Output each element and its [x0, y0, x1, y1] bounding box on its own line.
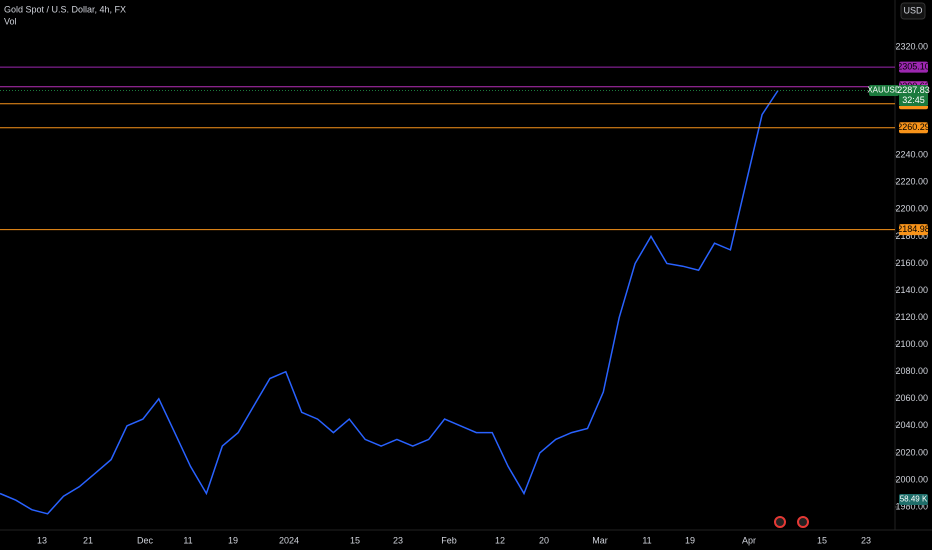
price-level-tag: [899, 224, 928, 236]
x-tick-label: 23: [861, 535, 871, 545]
price-level-label: 2184.98: [897, 224, 930, 234]
x-tick-label: Dec: [137, 535, 154, 545]
volume-tag: [899, 494, 928, 505]
x-tick-label: 11: [642, 535, 651, 545]
x-tick-label: 20: [539, 535, 549, 545]
volume-last-label: 58.49 K: [900, 495, 928, 504]
x-tick-label: 12: [495, 535, 505, 545]
last-price-tag: [899, 85, 928, 107]
y-tick-label: 2160.00: [895, 258, 928, 268]
event-icon[interactable]: [797, 516, 809, 528]
symbol-tag-label: XAUUSD: [867, 86, 901, 95]
price-level-tag: [899, 122, 928, 134]
x-tick-label: 13: [37, 535, 47, 545]
y-tick-label: 2000.00: [895, 474, 928, 484]
symbol-title: Gold Spot / U.S. Dollar, 4h, FX: [4, 4, 126, 14]
y-tick-label: 2120.00: [895, 312, 928, 322]
currency-button[interactable]: [900, 2, 926, 20]
y-tick-label: 2240.00: [895, 150, 928, 160]
x-tick-label: 23: [393, 535, 403, 545]
y-tick-label: 1980.00: [895, 501, 928, 511]
x-tick-label: Feb: [441, 535, 457, 545]
symbol-tag: [869, 85, 899, 97]
last-price-label: 2287.83: [897, 85, 930, 95]
y-tick-label: 2320.00: [895, 41, 928, 51]
x-tick-label: 11: [183, 535, 192, 545]
price-line: [0, 90, 779, 515]
event-icon[interactable]: [774, 516, 786, 528]
y-tick-label: 2200.00: [895, 204, 928, 214]
x-tick-label: 19: [685, 535, 695, 545]
x-tick-label: 21: [83, 535, 93, 545]
x-tick-label: 2024: [279, 535, 299, 545]
y-tick-label: 2040.00: [895, 420, 928, 430]
currency-label[interactable]: USD: [903, 5, 923, 15]
x-tick-label: 15: [350, 535, 360, 545]
y-tick-label: 2060.00: [895, 393, 928, 403]
y-tick-label: 2140.00: [895, 285, 928, 295]
countdown: 32:45: [902, 95, 925, 105]
volume-label: Vol: [4, 16, 17, 26]
y-tick-label: 2180.00: [895, 231, 928, 241]
y-tick-label: 2100.00: [895, 339, 928, 349]
y-tick-label: 2080.00: [895, 366, 928, 376]
x-tick-label: Apr: [742, 535, 756, 545]
x-tick-label: 15: [817, 535, 827, 545]
y-tick-label: 2220.00: [895, 177, 928, 187]
price-level-label: 2305.10: [897, 62, 930, 72]
x-tick-label: Mar: [592, 535, 608, 545]
y-tick-label: 2020.00: [895, 447, 928, 457]
price-level-tag: [899, 61, 928, 73]
price-level-label: 2260.29: [897, 122, 930, 132]
x-tick-label: 19: [228, 535, 238, 545]
